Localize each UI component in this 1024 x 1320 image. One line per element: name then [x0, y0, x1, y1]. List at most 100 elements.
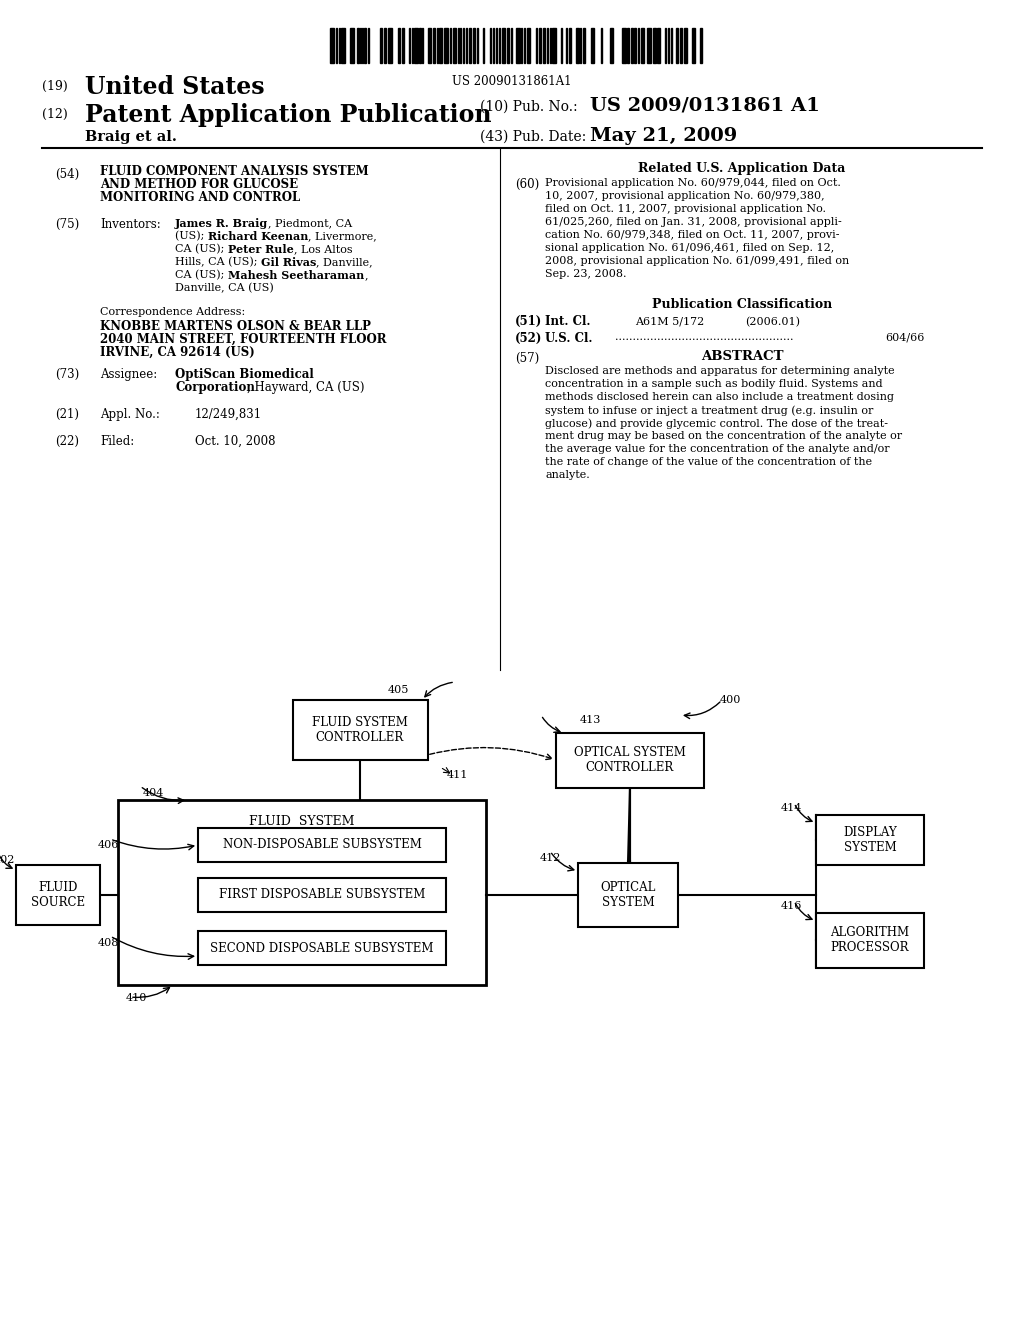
Bar	[336, 28, 337, 63]
Text: (52): (52)	[515, 333, 543, 345]
Bar	[493, 28, 495, 63]
Text: methods disclosed herein can also include a treatment dosing: methods disclosed herein can also includ…	[545, 392, 894, 403]
Text: IRVINE, CA 92614 (US): IRVINE, CA 92614 (US)	[100, 346, 255, 359]
Bar	[552, 28, 556, 63]
Bar	[388, 28, 391, 63]
Text: 2040 MAIN STREET, FOURTEENTH FLOOR: 2040 MAIN STREET, FOURTEENTH FLOOR	[100, 333, 386, 346]
Bar	[419, 28, 421, 63]
Text: 412: 412	[540, 853, 561, 863]
Text: AND METHOD FOR GLUCOSE: AND METHOD FOR GLUCOSE	[100, 178, 298, 191]
Text: KNOBBE MARTENS OLSON & BEAR LLP: KNOBBE MARTENS OLSON & BEAR LLP	[100, 319, 371, 333]
Bar	[414, 28, 418, 63]
Text: (19): (19)	[42, 81, 68, 92]
Bar	[364, 28, 367, 63]
Text: OPTICAL
SYSTEM: OPTICAL SYSTEM	[600, 880, 655, 909]
Bar	[543, 28, 545, 63]
Text: ALGORITHM
PROCESSOR: ALGORITHM PROCESSOR	[830, 927, 909, 954]
Bar	[638, 28, 639, 63]
Bar	[583, 28, 586, 63]
Text: OPTICAL SYSTEM
CONTROLLER: OPTICAL SYSTEM CONTROLLER	[574, 746, 686, 774]
Text: SECOND DISPOSABLE SUBSYSTEM: SECOND DISPOSABLE SUBSYSTEM	[210, 941, 434, 954]
Text: Disclosed are methods and apparatus for determining analyte: Disclosed are methods and apparatus for …	[545, 366, 895, 376]
Bar	[692, 28, 695, 63]
Text: 404: 404	[143, 788, 165, 799]
Text: (2006.01): (2006.01)	[745, 317, 800, 327]
Text: 12/249,831: 12/249,831	[195, 408, 262, 421]
Bar	[398, 28, 399, 63]
Bar	[463, 28, 465, 63]
Text: Patent Application Publication: Patent Application Publication	[85, 103, 492, 127]
Bar	[428, 28, 431, 63]
Text: filed on Oct. 11, 2007, provisional application No.: filed on Oct. 11, 2007, provisional appl…	[545, 205, 826, 214]
Text: 411: 411	[447, 770, 468, 780]
Text: FIRST DISPOSABLE SUBSYSTEM: FIRST DISPOSABLE SUBSYSTEM	[219, 888, 425, 902]
Text: , Hayward, CA (US): , Hayward, CA (US)	[247, 381, 365, 393]
Bar	[561, 28, 562, 63]
Text: (60): (60)	[515, 178, 540, 191]
Bar	[439, 28, 442, 63]
Bar	[653, 28, 656, 63]
Text: the rate of change of the value of the concentration of the: the rate of change of the value of the c…	[545, 457, 872, 467]
Text: ,: ,	[365, 271, 368, 280]
Text: (57): (57)	[515, 352, 540, 366]
Text: 416: 416	[781, 902, 803, 911]
Text: , Livermore,: , Livermore,	[308, 231, 377, 242]
Text: , Piedmont, CA: , Piedmont, CA	[268, 218, 352, 228]
Text: 405: 405	[388, 685, 410, 696]
Text: (22): (22)	[55, 436, 79, 447]
Bar	[539, 28, 541, 63]
Text: , Danville,: , Danville,	[316, 257, 373, 267]
Bar	[432, 28, 435, 63]
Bar	[556, 733, 705, 788]
Text: , Los Altos: , Los Altos	[294, 244, 352, 253]
Text: FLUID
SOURCE: FLUID SOURCE	[31, 880, 85, 909]
Text: (73): (73)	[55, 368, 79, 381]
Text: 406: 406	[98, 840, 120, 850]
Bar	[641, 28, 644, 63]
Text: U.S. Cl.: U.S. Cl.	[545, 333, 593, 345]
Text: (51): (51)	[515, 315, 543, 327]
Text: (US);: (US);	[175, 231, 208, 242]
Bar	[499, 28, 500, 63]
Text: (75): (75)	[55, 218, 79, 231]
Text: FLUID  SYSTEM: FLUID SYSTEM	[249, 814, 354, 828]
Bar	[444, 28, 447, 63]
Text: OptiScan Biomedical: OptiScan Biomedical	[175, 368, 313, 381]
Bar	[516, 28, 519, 63]
Text: 408: 408	[98, 939, 120, 948]
Bar	[623, 28, 626, 63]
Text: (21): (21)	[55, 408, 79, 421]
Bar	[293, 700, 427, 760]
Text: Filed:: Filed:	[100, 436, 134, 447]
Text: Richard Keenan: Richard Keenan	[208, 231, 308, 242]
Bar	[816, 814, 924, 865]
Text: (54): (54)	[55, 168, 79, 181]
Text: 410: 410	[126, 993, 147, 1003]
Text: United States: United States	[85, 75, 264, 99]
Text: 400: 400	[720, 696, 741, 705]
Text: cation No. 60/979,348, filed on Oct. 11, 2007, provi-: cation No. 60/979,348, filed on Oct. 11,…	[545, 230, 840, 240]
Bar	[610, 28, 612, 63]
Text: US 2009/0131861 A1: US 2009/0131861 A1	[590, 96, 820, 115]
Bar	[341, 28, 344, 63]
Text: Oct. 10, 2008: Oct. 10, 2008	[195, 436, 275, 447]
Bar	[380, 28, 382, 63]
Text: Int. Cl.: Int. Cl.	[545, 315, 591, 327]
Bar	[627, 28, 629, 63]
Text: ...................................................: ........................................…	[615, 333, 794, 342]
Text: 604/66: 604/66	[885, 333, 925, 342]
Bar	[527, 28, 529, 63]
Bar	[454, 28, 456, 63]
Text: NON-DISPOSABLE SUBSYSTEM: NON-DISPOSABLE SUBSYSTEM	[222, 838, 422, 851]
Bar	[469, 28, 471, 63]
Bar	[676, 28, 678, 63]
Bar	[401, 28, 404, 63]
Bar	[198, 931, 446, 965]
Text: CA (US);: CA (US);	[175, 244, 228, 255]
Bar	[680, 28, 682, 63]
Bar	[507, 28, 509, 63]
Text: Peter Rule: Peter Rule	[228, 244, 294, 255]
Text: the average value for the concentration of the analyte and/or: the average value for the concentration …	[545, 444, 890, 454]
Text: 413: 413	[580, 715, 601, 725]
Bar	[699, 28, 702, 63]
